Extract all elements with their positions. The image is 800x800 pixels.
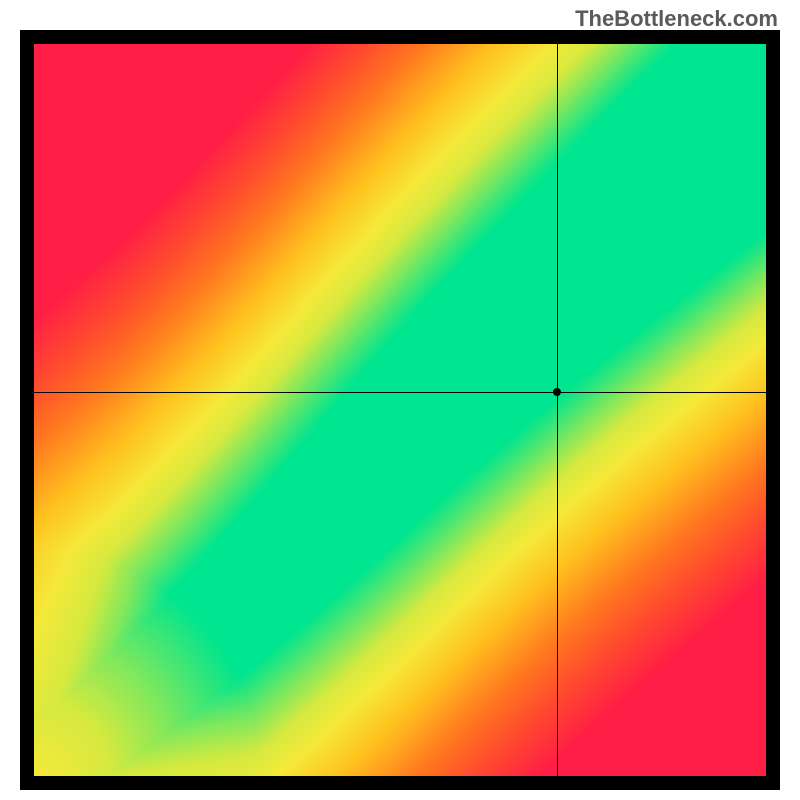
crosshair-vertical bbox=[557, 44, 558, 776]
watermark-text: TheBottleneck.com bbox=[575, 6, 778, 32]
heatmap-canvas bbox=[34, 44, 766, 776]
plot-frame bbox=[20, 30, 780, 790]
plot-area bbox=[34, 44, 766, 776]
marker-dot bbox=[553, 388, 561, 396]
crosshair-horizontal bbox=[34, 392, 766, 393]
chart-container: TheBottleneck.com bbox=[0, 0, 800, 800]
